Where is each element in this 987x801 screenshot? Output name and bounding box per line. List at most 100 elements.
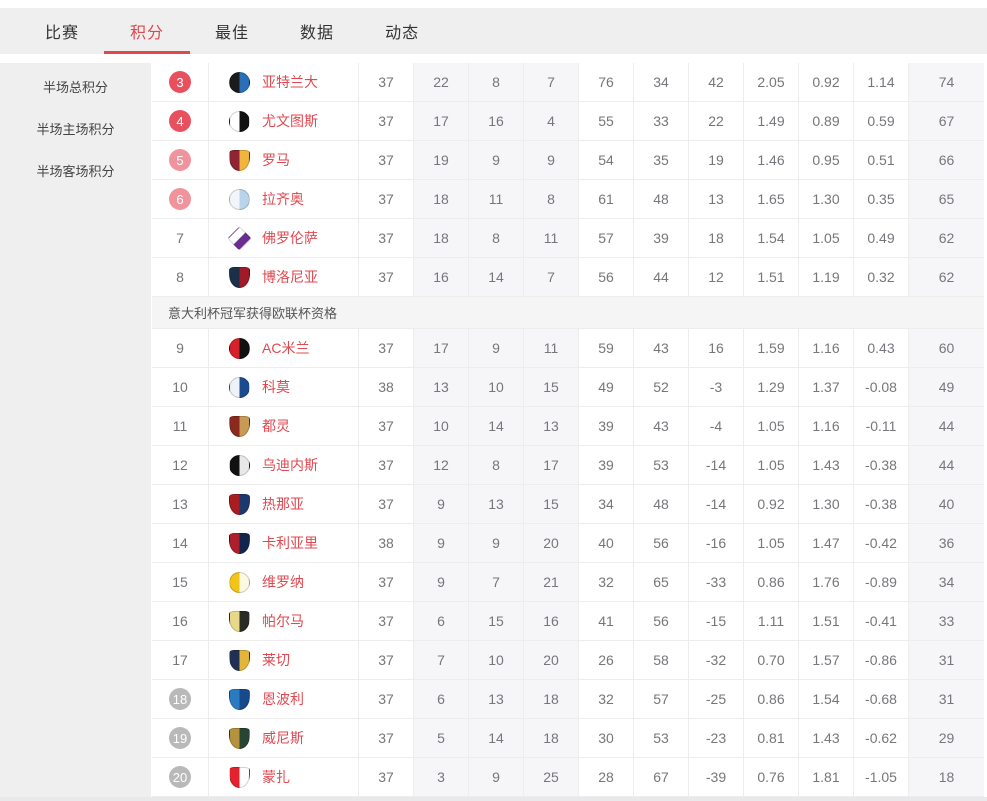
goals-against-cell: 48 [633, 485, 688, 523]
table-row[interactable]: 9 AC米兰 37 17 9 11 59 43 16 1.59 1.16 0.4… [152, 329, 984, 368]
table-row[interactable]: 11 都灵 37 10 14 13 39 43 -4 1.05 1.16 -0.… [152, 407, 984, 446]
team-cell: AC米兰 [208, 329, 358, 367]
table-row[interactable]: 14 卡利亚里 38 9 9 20 40 56 -16 1.05 1.47 -0… [152, 524, 984, 563]
table-row[interactable]: 13 热那亚 37 9 13 15 34 48 -14 0.92 1.30 -0… [152, 485, 984, 524]
team-cell: 佛罗伦萨 [208, 219, 358, 257]
goals-for-cell: 55 [578, 102, 633, 140]
rank-cell: 17 [152, 641, 208, 679]
played-cell: 37 [358, 485, 413, 523]
qualification-note: 意大利杯冠军获得欧联杯资格 [168, 306, 338, 321]
losses-cell: 15 [523, 368, 578, 406]
goal-diff-cell: -39 [688, 758, 743, 796]
goals-for-cell: 32 [578, 680, 633, 718]
played-cell: 37 [358, 180, 413, 218]
avg-goal-diff-cell: -1.05 [853, 758, 908, 796]
tab-动态[interactable]: 动态 [385, 8, 419, 54]
team-cell: 帕尔马 [208, 602, 358, 640]
rank-cell: 18 [152, 680, 208, 718]
table-row[interactable]: 19 威尼斯 37 5 14 18 30 53 -23 0.81 1.43 -0… [152, 719, 984, 758]
avg-goals-against-cell: 1.43 [798, 719, 853, 757]
team-name: 亚特兰大 [262, 74, 318, 90]
draws-cell: 14 [468, 407, 523, 445]
table-row[interactable]: 17 莱切 37 7 10 20 26 58 -32 0.70 1.57 -0.… [152, 641, 984, 680]
goals-against-cell: 65 [633, 563, 688, 601]
goals-against-cell: 67 [633, 758, 688, 796]
table-row[interactable]: 10 科莫 38 13 10 15 49 52 -3 1.29 1.37 -0.… [152, 368, 984, 407]
table-row[interactable]: 15 维罗纳 37 9 7 21 32 65 -33 0.86 1.76 -0.… [152, 563, 984, 602]
avg-goals-for-cell: 0.86 [743, 563, 798, 601]
avg-goals-against-cell: 1.37 [798, 368, 853, 406]
goal-diff-cell: -32 [688, 641, 743, 679]
rank-badge: 16 [172, 613, 188, 629]
table-row[interactable]: 12 乌迪内斯 37 12 8 17 39 53 -14 1.05 1.43 -… [152, 446, 984, 485]
rank-badge: 3 [169, 71, 191, 93]
losses-cell: 18 [523, 719, 578, 757]
table-row[interactable]: 8 博洛尼亚 37 16 14 7 56 44 12 1.51 1.19 0.3… [152, 258, 984, 297]
losses-cell: 18 [523, 680, 578, 718]
rank-badge: 9 [176, 340, 184, 356]
tab-最佳[interactable]: 最佳 [215, 8, 249, 54]
tab-数据[interactable]: 数据 [300, 8, 334, 54]
avg-goals-against-cell: 1.43 [798, 446, 853, 484]
team-cell: 尤文图斯 [208, 102, 358, 140]
avg-goal-diff-cell: -0.89 [853, 563, 908, 601]
table-row[interactable]: 7 佛罗伦萨 37 18 8 11 57 39 18 1.54 1.05 0.4… [152, 219, 984, 258]
team-cell: 莱切 [208, 641, 358, 679]
draws-cell: 8 [468, 446, 523, 484]
played-cell: 37 [358, 141, 413, 179]
goals-against-cell: 39 [633, 219, 688, 257]
avg-goals-for-cell: 0.76 [743, 758, 798, 796]
genoa-logo [229, 493, 250, 515]
table-row[interactable]: 3 亚特兰大 37 22 8 7 76 34 42 2.05 0.92 1.14… [152, 63, 984, 102]
goals-against-cell: 56 [633, 524, 688, 562]
rank-cell: 7 [152, 219, 208, 257]
tab-label: 最佳 [215, 25, 250, 42]
team-name: 维罗纳 [262, 574, 304, 590]
team-cell: 拉齐奥 [208, 180, 358, 218]
venezia-logo [229, 727, 250, 749]
table-row[interactable]: 6 拉齐奥 37 18 11 8 61 48 13 1.65 1.30 0.35… [152, 180, 984, 219]
rank-badge: 17 [172, 652, 188, 668]
team-name: 佛罗伦萨 [262, 230, 318, 246]
points-cell: 49 [908, 368, 984, 406]
rank-badge: 12 [172, 457, 188, 473]
goals-for-cell: 28 [578, 758, 633, 796]
rank-cell: 19 [152, 719, 208, 757]
goals-for-cell: 39 [578, 446, 633, 484]
standings-table: 3 亚特兰大 37 22 8 7 76 34 42 2.05 0.92 1.14… [152, 63, 984, 797]
played-cell: 38 [358, 524, 413, 562]
tab-比赛[interactable]: 比赛 [45, 8, 79, 54]
table-row[interactable]: 16 帕尔马 37 6 15 16 41 56 -15 1.11 1.51 -0… [152, 602, 984, 641]
team-cell: 乌迪内斯 [208, 446, 358, 484]
tab-label: 动态 [385, 25, 420, 42]
wins-cell: 18 [413, 180, 468, 218]
ac-milan-logo [229, 337, 250, 359]
avg-goals-for-cell: 1.05 [743, 524, 798, 562]
losses-cell: 8 [523, 180, 578, 218]
rank-cell: 4 [152, 102, 208, 140]
sidebar-item[interactable]: 半场主场积分 [36, 121, 115, 137]
bottom-divider [0, 797, 987, 801]
played-cell: 37 [358, 102, 413, 140]
draws-cell: 13 [468, 680, 523, 718]
udinese-logo [229, 454, 250, 476]
played-cell: 37 [358, 407, 413, 445]
table-row[interactable]: 4 尤文图斯 37 17 16 4 55 33 22 1.49 0.89 0.5… [152, 102, 984, 141]
avg-goal-diff-cell: 0.32 [853, 258, 908, 296]
played-cell: 37 [358, 329, 413, 367]
wins-cell: 18 [413, 219, 468, 257]
cagliari-logo [229, 532, 250, 554]
avg-goals-for-cell: 2.05 [743, 63, 798, 101]
rank-cell: 3 [152, 63, 208, 101]
table-row[interactable]: 20 蒙扎 37 3 9 25 28 67 -39 0.76 1.81 -1.0… [152, 758, 984, 797]
points-cell: 29 [908, 719, 984, 757]
table-row[interactable]: 5 罗马 37 19 9 9 54 35 19 1.46 0.95 0.51 6… [152, 141, 984, 180]
goals-for-cell: 57 [578, 219, 633, 257]
sidebar-item[interactable]: 半场客场积分 [36, 163, 115, 179]
team-cell: 博洛尼亚 [208, 258, 358, 296]
table-row[interactable]: 18 恩波利 37 6 13 18 32 57 -25 0.86 1.54 -0… [152, 680, 984, 719]
tab-积分[interactable]: 积分 [130, 8, 164, 54]
wins-cell: 17 [413, 102, 468, 140]
sidebar-item[interactable]: 半场总积分 [42, 79, 108, 95]
avg-goals-for-cell: 1.05 [743, 446, 798, 484]
